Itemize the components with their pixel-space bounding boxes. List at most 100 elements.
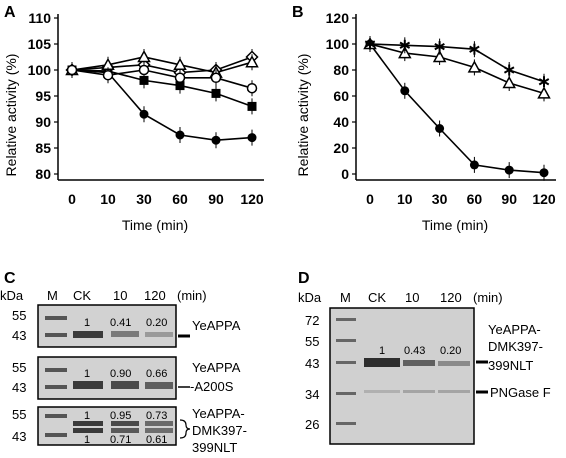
chart-b-point-circle	[400, 86, 410, 96]
chart-b-point-circle	[469, 160, 479, 170]
chart-b-y-tick-label: 60	[333, 88, 349, 104]
gel-band-120-lower	[145, 428, 173, 433]
chart-a-series-open-circle-line	[71, 69, 253, 89]
star-stroke	[364, 40, 376, 48]
gel-d-value-ck: 1	[379, 345, 385, 357]
chart-a-x-tick-label: 90	[208, 191, 224, 207]
gel-d-label-4: PNGase F	[490, 385, 551, 400]
chart-a-y-tick-label: 110	[28, 10, 51, 26]
gel-d-marker-55: 55	[305, 334, 319, 349]
gel-c-box-1-value-ck: 1	[84, 317, 90, 329]
gel-d-marker-43: 43	[305, 356, 319, 371]
gel-d-frame	[329, 307, 475, 445]
gel-band-120	[145, 382, 173, 389]
chart-a-y-tick-label: 85	[35, 140, 51, 156]
chart-b-x-tick-label: 120	[532, 191, 556, 207]
gel-band-10-lower	[111, 428, 139, 433]
gel-c-lane-m: M	[47, 288, 58, 303]
chart-b-y-tick-label: 0	[341, 166, 349, 182]
gel-marker-band	[336, 361, 356, 364]
chart-a-ylabel: Relative activity (%)	[3, 54, 19, 177]
star-stroke	[399, 41, 411, 49]
chart-a-series-triangle-line	[71, 56, 253, 74]
chart-b-y-tick-label: 40	[333, 114, 349, 130]
gel-c-box-3-value2-120: 0.61	[146, 434, 167, 446]
chart-b-point-star	[503, 64, 515, 76]
chart-b-series-circle-line	[369, 43, 545, 174]
gel-c-box-2: 55 43 1 0.90 0.66 YeAPPA -A200S	[12, 356, 241, 400]
chart-a-x-tick-label: 120	[240, 191, 264, 207]
gel-c-box-3-label-1: YeAPPA-	[192, 406, 245, 421]
gel-c-box-3-value-ck: 1	[84, 410, 90, 422]
gel-d-marker-72: 72	[305, 313, 319, 328]
chart-a-point-triangle	[173, 57, 187, 71]
chart-a-y-tick-label: 100	[28, 62, 52, 78]
gel-d-kda: kDa	[298, 290, 322, 305]
chart-b-point-star	[399, 39, 411, 51]
chart-a-point-square	[139, 75, 149, 85]
gel-c-box-3-value-10: 0.95	[110, 410, 131, 422]
chart-b-y-tick-label: 20	[333, 140, 349, 156]
chart-b-y-tick-label: 80	[333, 62, 349, 78]
chart-a-x-tick-label: 30	[136, 191, 152, 207]
chart-a-point-circle	[247, 133, 257, 143]
chart-b-y-tick-label: 100	[326, 36, 350, 52]
gel-d-band-120	[438, 361, 470, 366]
gel-c-kda: kDa	[0, 288, 24, 303]
chart-a-y-tick-label: 90	[35, 114, 51, 130]
chart-a-x-tick-label: 10	[100, 191, 116, 207]
star-stroke	[538, 78, 550, 86]
star-stroke	[434, 42, 445, 51]
gel-d-lane-10: 10	[405, 290, 419, 305]
gel-d-band-10	[403, 360, 435, 366]
chart-b-point-triangle	[432, 49, 447, 63]
gel-d-unit: (min)	[473, 290, 503, 305]
gel-d-lane-m: M	[340, 290, 351, 305]
gel-d-marker-34: 34	[305, 387, 319, 402]
chart-b-x-tick-label: 10	[397, 191, 413, 207]
gel-marker-band	[336, 339, 356, 342]
gel-band-120-upper	[145, 421, 173, 426]
gel-c-box-2-value-120: 0.66	[146, 368, 167, 380]
chart-a-point-open-circle	[66, 64, 78, 76]
gel-marker-band	[45, 385, 67, 389]
chart-a-point-circle	[139, 109, 149, 119]
chart-b-point-circle	[539, 168, 549, 178]
gel-c-lane-10: 10	[113, 288, 127, 303]
chart-b-ylabel: Relative activity (%)	[295, 54, 311, 177]
gel-band-10	[111, 381, 139, 389]
gel-d-label-1: YeAPPA-	[488, 322, 541, 337]
chart-a-x-tick-label: 60	[172, 191, 188, 207]
gel-d-lane-120: 120	[440, 290, 462, 305]
chart-a-point-triangle	[245, 55, 259, 68]
chart-a-point-open-circle	[246, 82, 258, 94]
chart-a: 80 85 90 95 100 105 110 0 10 30 60 90 120	[28, 10, 264, 207]
chart-a-point-open-circle	[102, 69, 114, 81]
chart-b-point-triangle	[537, 86, 551, 99]
chart-b-point-star	[538, 76, 550, 88]
chart-a-point-open-circle	[138, 64, 150, 76]
gel-band-10	[111, 331, 139, 337]
chart-b-point-triangle	[502, 75, 516, 89]
gel-c-box-2-value-ck: 1	[84, 368, 90, 380]
chart-b-x-tick-label: 60	[467, 191, 483, 207]
gel-c-box-3-brace	[179, 419, 191, 439]
gel-c-box-2-label-2: -A200S	[190, 379, 234, 394]
chart-a-point-circle	[211, 135, 221, 145]
chart-b-x-tick-label: 0	[366, 191, 374, 207]
chart-a-xlabel: Time (min)	[122, 217, 188, 233]
panel-letter-c: C	[4, 270, 16, 287]
gel-c-box-1-frame	[37, 304, 177, 348]
chart-a-point-triangle	[137, 49, 151, 63]
gel-band-ck	[73, 381, 103, 389]
star-stroke	[469, 45, 480, 53]
gel-c-box-1: 55 43 1 0.41 0.20 YeAPPA	[12, 304, 241, 348]
gel-c-unit: (min)	[177, 288, 207, 303]
gel-c-box-3-value2-ck: 1	[84, 434, 90, 446]
chart-b-point-star	[434, 41, 445, 53]
chart-a-y-tick-label: 80	[35, 166, 51, 182]
chart-b-point-star	[469, 43, 480, 55]
chart-b-point-circle	[504, 165, 514, 175]
gel-d: 72 55 43 34 26 1 0.43 0.20 YeAPPA- DMK39…	[305, 307, 551, 445]
gel-c-box-1-marker-43: 43	[12, 328, 26, 343]
